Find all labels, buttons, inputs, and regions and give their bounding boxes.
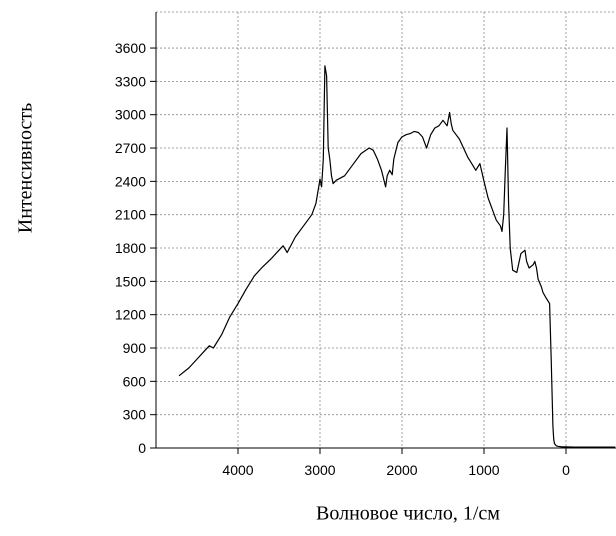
y-tick-label: 900 <box>123 340 147 356</box>
y-tick-label: 300 <box>123 407 147 423</box>
y-tick-label: 0 <box>138 440 146 456</box>
y-tick-label: 1800 <box>115 240 146 256</box>
y-tick-label: 600 <box>123 373 147 389</box>
x-tick-label: 3000 <box>304 462 335 478</box>
x-tick-label: 0 <box>562 462 570 478</box>
y-tick-label: 3300 <box>115 73 146 89</box>
x-tick-label: 2000 <box>386 462 417 478</box>
y-tick-label: 1500 <box>115 273 146 289</box>
x-tick-label: 4000 <box>222 462 253 478</box>
y-tick-label: 2700 <box>115 140 146 156</box>
y-tick-label: 2400 <box>115 173 146 189</box>
y-tick-label: 3000 <box>115 107 146 123</box>
x-tick-label: 1000 <box>468 462 499 478</box>
y-tick-label: 1200 <box>115 307 146 323</box>
series-line <box>178 65 616 448</box>
x-axis-title: Волновое число, 1/см <box>316 502 500 525</box>
y-tick-label: 3600 <box>115 40 146 56</box>
y-tick-label: 2100 <box>115 207 146 223</box>
y-axis-title: Интенсивность <box>14 102 37 234</box>
